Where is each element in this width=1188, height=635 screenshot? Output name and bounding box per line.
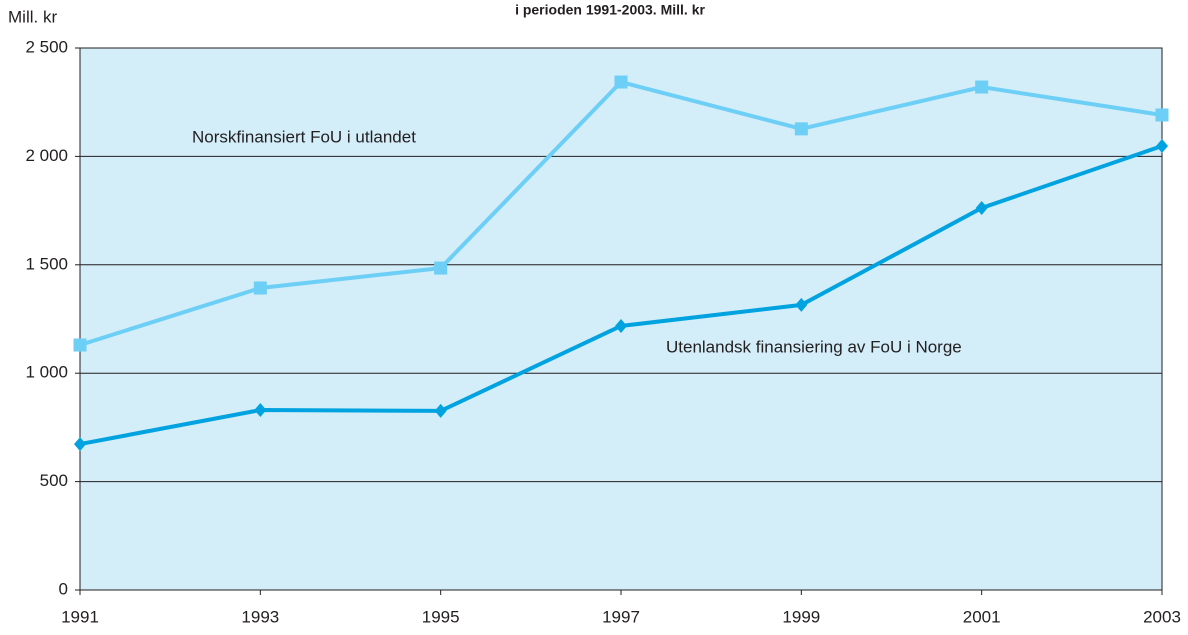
x-tick-label: 1993	[241, 607, 279, 626]
y-tick-label: 1 000	[25, 363, 68, 382]
x-tick-label: 1995	[422, 607, 460, 626]
marker	[794, 122, 808, 136]
y-tick-label: 1 500	[25, 254, 68, 273]
marker	[614, 75, 628, 89]
x-tick-label: 1997	[602, 607, 640, 626]
x-tick-label: 1999	[782, 607, 820, 626]
y-axis-label: Mill. kr	[8, 7, 57, 26]
y-tick-label: 500	[40, 471, 68, 490]
marker	[1156, 138, 1168, 153]
marker	[73, 338, 87, 352]
chart-title: i perioden 1991-2003. Mill. kr	[515, 2, 705, 18]
marker	[253, 281, 267, 295]
x-tick-label: 1991	[61, 607, 99, 626]
marker	[254, 403, 267, 418]
y-tick-label: 0	[59, 579, 68, 598]
x-tick-label: 2001	[963, 607, 1001, 626]
marker	[975, 80, 989, 94]
series-label: Norskfinansiert FoU i utlandet	[192, 127, 416, 146]
marker	[795, 297, 808, 312]
marker	[1155, 108, 1169, 122]
y-tick-label: 2 500	[25, 37, 68, 56]
marker	[434, 261, 448, 275]
x-tick-label: 2003	[1143, 607, 1181, 626]
marker	[74, 437, 86, 452]
series-label: Utenlandsk finansiering av FoU i Norge	[666, 337, 962, 356]
marker	[434, 403, 447, 418]
y-tick-label: 2 000	[25, 146, 68, 165]
marker	[975, 200, 988, 215]
marker	[615, 318, 627, 333]
